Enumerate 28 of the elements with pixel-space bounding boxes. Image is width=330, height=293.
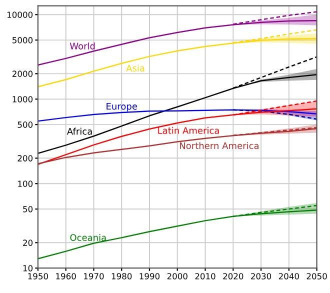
series-label: Northern America <box>180 142 258 150</box>
x-tick-label: 1950 <box>28 273 48 280</box>
y-tick-label: 10000 <box>7 12 33 18</box>
series-label: Africa <box>66 128 92 135</box>
y-tick-label: 200 <box>18 155 33 162</box>
x-tick-label: 2050 <box>306 273 327 280</box>
x-tick-label: 2000 <box>167 273 188 280</box>
series-label: World <box>70 42 95 50</box>
x-tick-label: 1980 <box>112 273 132 280</box>
x-tick-label: 2020 <box>223 273 244 280</box>
y-tick-label: 5000 <box>12 37 33 44</box>
x-tick-label: 2040 <box>278 273 299 280</box>
x-tick-label: 1990 <box>140 273 160 280</box>
series-label: Latin America <box>158 126 219 134</box>
y-tick-label: 2000 <box>12 70 33 77</box>
x-tick-label: 1960 <box>56 273 76 280</box>
series-label: Oceania <box>70 234 106 241</box>
x-tick-label: 2010 <box>195 273 216 280</box>
x-tick-label: 2030 <box>251 273 272 280</box>
y-tick-label: 50 <box>23 206 33 212</box>
y-tick-label: 10 <box>23 265 33 272</box>
y-tick-label: 20 <box>23 240 33 246</box>
y-tick-label: 1000 <box>12 96 33 102</box>
y-tick-label: 500 <box>18 122 33 128</box>
y-tick-label: 100 <box>18 180 33 187</box>
x-tick-label: 1970 <box>84 273 104 280</box>
series-label: Europe <box>106 102 137 112</box>
series-label: Asia <box>126 64 144 72</box>
